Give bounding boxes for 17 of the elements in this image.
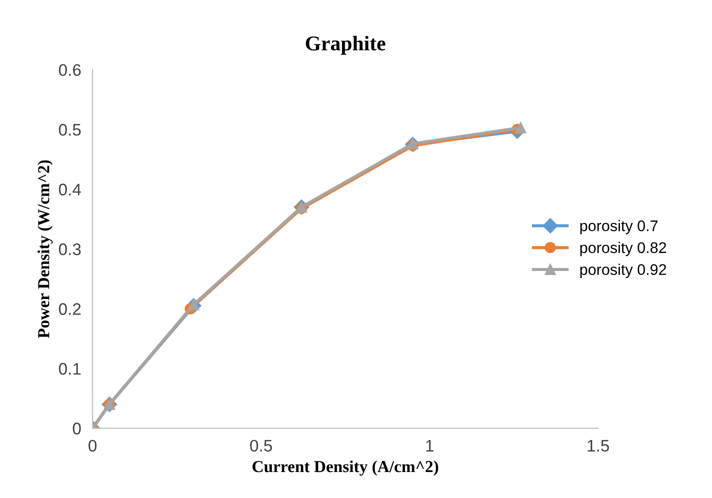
x-tick-label: 1.5 — [588, 440, 609, 452]
y-tick-label: 0.6 — [58, 64, 81, 76]
legend-label: porosity 0.82 — [580, 242, 666, 256]
x-axis-title: Current Density (A/cm^2) — [252, 460, 438, 476]
y-tick-label: 0.3 — [58, 243, 81, 256]
x-tick-label: 0 — [88, 440, 97, 452]
y-tick-label: 0.5 — [58, 124, 81, 136]
x-tick-label: 1 — [426, 440, 434, 452]
y-tick-label: 0.4 — [58, 184, 81, 196]
y-tick-label: 0.1 — [58, 362, 81, 375]
x-tick-label: 0.5 — [250, 440, 272, 452]
y-tick-label: 0.2 — [58, 303, 81, 315]
y-tick-label: 0 — [72, 422, 81, 434]
y-axis-title: Power Density (W/cm^2) — [38, 160, 53, 338]
legend-label: porosity 0.92 — [580, 264, 666, 278]
legend-label: porosity 0.7 — [580, 220, 658, 234]
chart-title: Graphite — [306, 36, 386, 55]
